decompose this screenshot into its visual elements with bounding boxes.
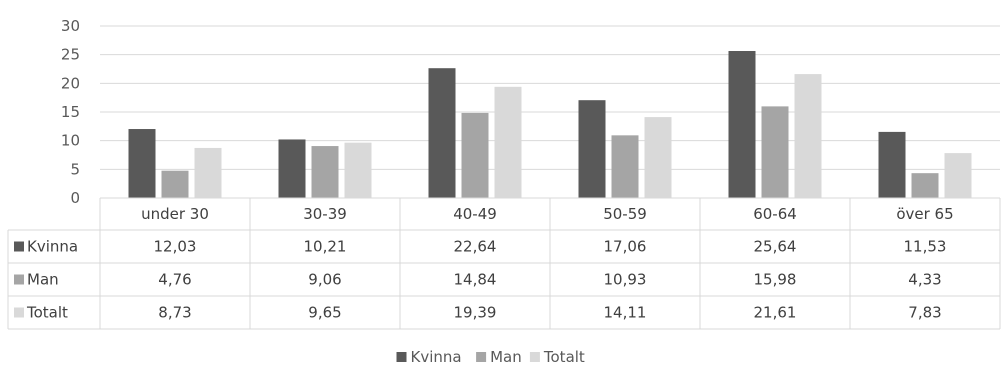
legend-label: Kvinna <box>411 348 462 366</box>
bar-man <box>761 106 789 198</box>
x-category-label: 40-49 <box>453 205 497 223</box>
bar-totalt <box>644 117 672 198</box>
y-tick-label: 10 <box>61 132 80 150</box>
y-axis-ticks: 0 5 10 15 20 25 30 <box>61 17 80 207</box>
table-cell-value: 14,84 <box>454 271 497 289</box>
table-cell-value: 21,61 <box>754 304 797 322</box>
legend-key-totalt <box>14 307 24 318</box>
bar-man <box>161 170 189 198</box>
legend: Kvinna Man Totalt <box>396 348 585 366</box>
legend-swatch-totalt <box>529 352 540 362</box>
series-label: Kvinna <box>27 238 78 256</box>
legend-label: Man <box>490 348 522 366</box>
bar-man <box>611 135 639 198</box>
bar-kvinna <box>878 131 906 198</box>
series-label: Man <box>27 271 59 289</box>
table-cell-value: 4,76 <box>158 271 191 289</box>
legend-label: Totalt <box>543 348 585 366</box>
table-cell-value: 17,06 <box>604 238 647 256</box>
series-label: Totalt <box>26 304 68 322</box>
legend-key-man <box>14 274 24 285</box>
bar-kvinna <box>278 139 306 198</box>
table-cell-value: 9,06 <box>308 271 341 289</box>
table-cell-value: 25,64 <box>754 238 797 256</box>
table-cell-value: 10,21 <box>304 238 347 256</box>
table-cell-value: 7,83 <box>908 304 941 322</box>
x-category-label: över 65 <box>896 205 953 223</box>
bar-man <box>311 146 339 198</box>
bar-totalt <box>944 153 972 198</box>
x-category-label: 50-59 <box>603 205 647 223</box>
table-cell-value: 10,93 <box>604 271 647 289</box>
legend-swatch-man <box>476 352 487 362</box>
bar-man <box>911 173 939 198</box>
x-category-label: 60-64 <box>753 205 797 223</box>
bar-kvinna <box>128 129 156 198</box>
legend-swatch-kvinna <box>396 352 407 362</box>
table-cell-value: 15,98 <box>754 271 797 289</box>
y-tick-label: 5 <box>70 160 80 178</box>
table-cell-value: 12,03 <box>154 238 197 256</box>
bars <box>128 50 972 199</box>
y-tick-label: 15 <box>61 103 80 121</box>
table-cell-value: 22,64 <box>454 238 497 256</box>
bar-totalt <box>794 74 822 198</box>
table-cell-value: 4,33 <box>908 271 941 289</box>
x-category-label: 30-39 <box>303 205 347 223</box>
table-cell-value: 9,65 <box>308 304 341 322</box>
bar-totalt <box>194 147 222 198</box>
gridlines <box>100 25 1000 170</box>
table-cell-value: 8,73 <box>158 304 191 322</box>
y-tick-label: 30 <box>61 17 80 35</box>
bar-totalt <box>494 86 522 198</box>
y-tick-label: 25 <box>61 46 80 64</box>
y-tick-label: 0 <box>70 189 80 207</box>
data-table: under 30 30-39 40-49 50-59 60-64 över 65 Kvinn… <box>7 197 1001 330</box>
bar-kvinna <box>728 50 756 199</box>
bar-kvinna <box>428 68 456 199</box>
x-category-label: under 30 <box>141 205 209 223</box>
y-tick-label: 20 <box>61 74 80 92</box>
bar-man <box>461 112 489 198</box>
bar-totalt <box>344 142 372 198</box>
table-cell-value: 11,53 <box>904 238 947 256</box>
table-cell-value: 14,11 <box>604 304 647 322</box>
bar-kvinna <box>578 100 606 198</box>
table-cell-value: 19,39 <box>454 304 497 322</box>
legend-key-kvinna <box>14 241 24 252</box>
